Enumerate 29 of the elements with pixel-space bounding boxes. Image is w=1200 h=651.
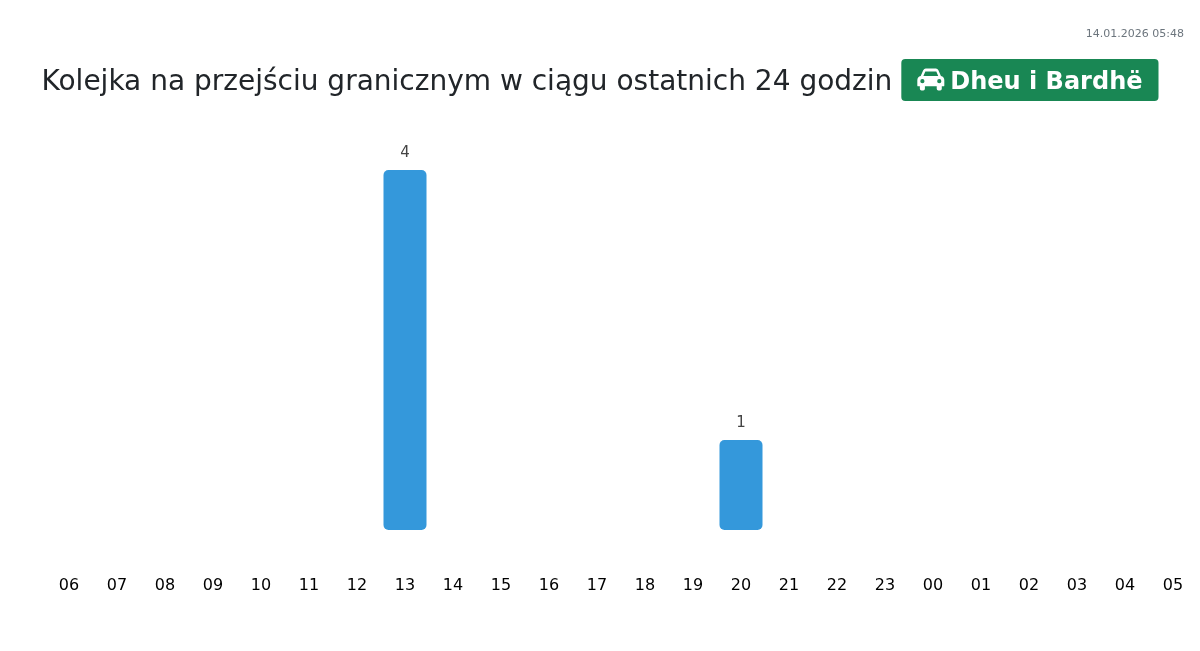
x-tick-label: 13 — [394, 575, 416, 594]
text: 14.01.2026 05:48 — [1085, 27, 1184, 40]
x-tick-label: 00 — [922, 575, 944, 594]
x-tick-label: 01 — [970, 575, 992, 594]
data-label: 1 — [736, 413, 746, 431]
x-tick-label: 06 — [58, 575, 80, 594]
x-tick-label: 08 — [154, 575, 176, 594]
x-tick-label: 19 — [682, 575, 704, 594]
x-tick-label: 03 — [1066, 575, 1088, 594]
x-tick-label: 18 — [634, 575, 656, 594]
x-tick-label: 23 — [874, 575, 896, 594]
chart-title: Kolejka na przejściu granicznym w ciągu ostatnich 24 godzin — [41, 64, 893, 97]
x-tick-label: 14 — [442, 575, 464, 594]
x-tick-label: 09 — [202, 575, 224, 594]
x-tick-label: 10 — [250, 575, 272, 594]
x-tick-label: 07 — [106, 575, 128, 594]
x-tick-label: 15 — [490, 575, 512, 594]
x-tick-label: 22 — [826, 575, 848, 594]
x-tick-label: 05 — [1162, 575, 1184, 594]
x-tick-label: 17 — [586, 575, 608, 594]
x-tick-label: 04 — [1114, 575, 1136, 594]
data-label: 4 — [400, 143, 410, 161]
chart-subtitle: Dheu i Bardhë — [950, 67, 1143, 95]
x-tick-label: 21 — [778, 575, 800, 594]
x-tick-label: 16 — [538, 575, 560, 594]
x-tick-label: 11 — [298, 575, 320, 594]
x-tick-label: 20 — [730, 575, 752, 594]
x-tick-label: 02 — [1018, 575, 1040, 594]
x-tick-label: 12 — [346, 575, 368, 594]
